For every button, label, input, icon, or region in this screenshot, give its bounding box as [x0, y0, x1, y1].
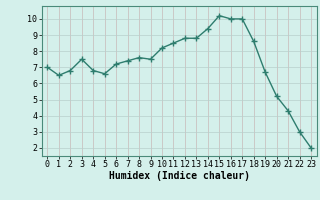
X-axis label: Humidex (Indice chaleur): Humidex (Indice chaleur)	[109, 171, 250, 181]
